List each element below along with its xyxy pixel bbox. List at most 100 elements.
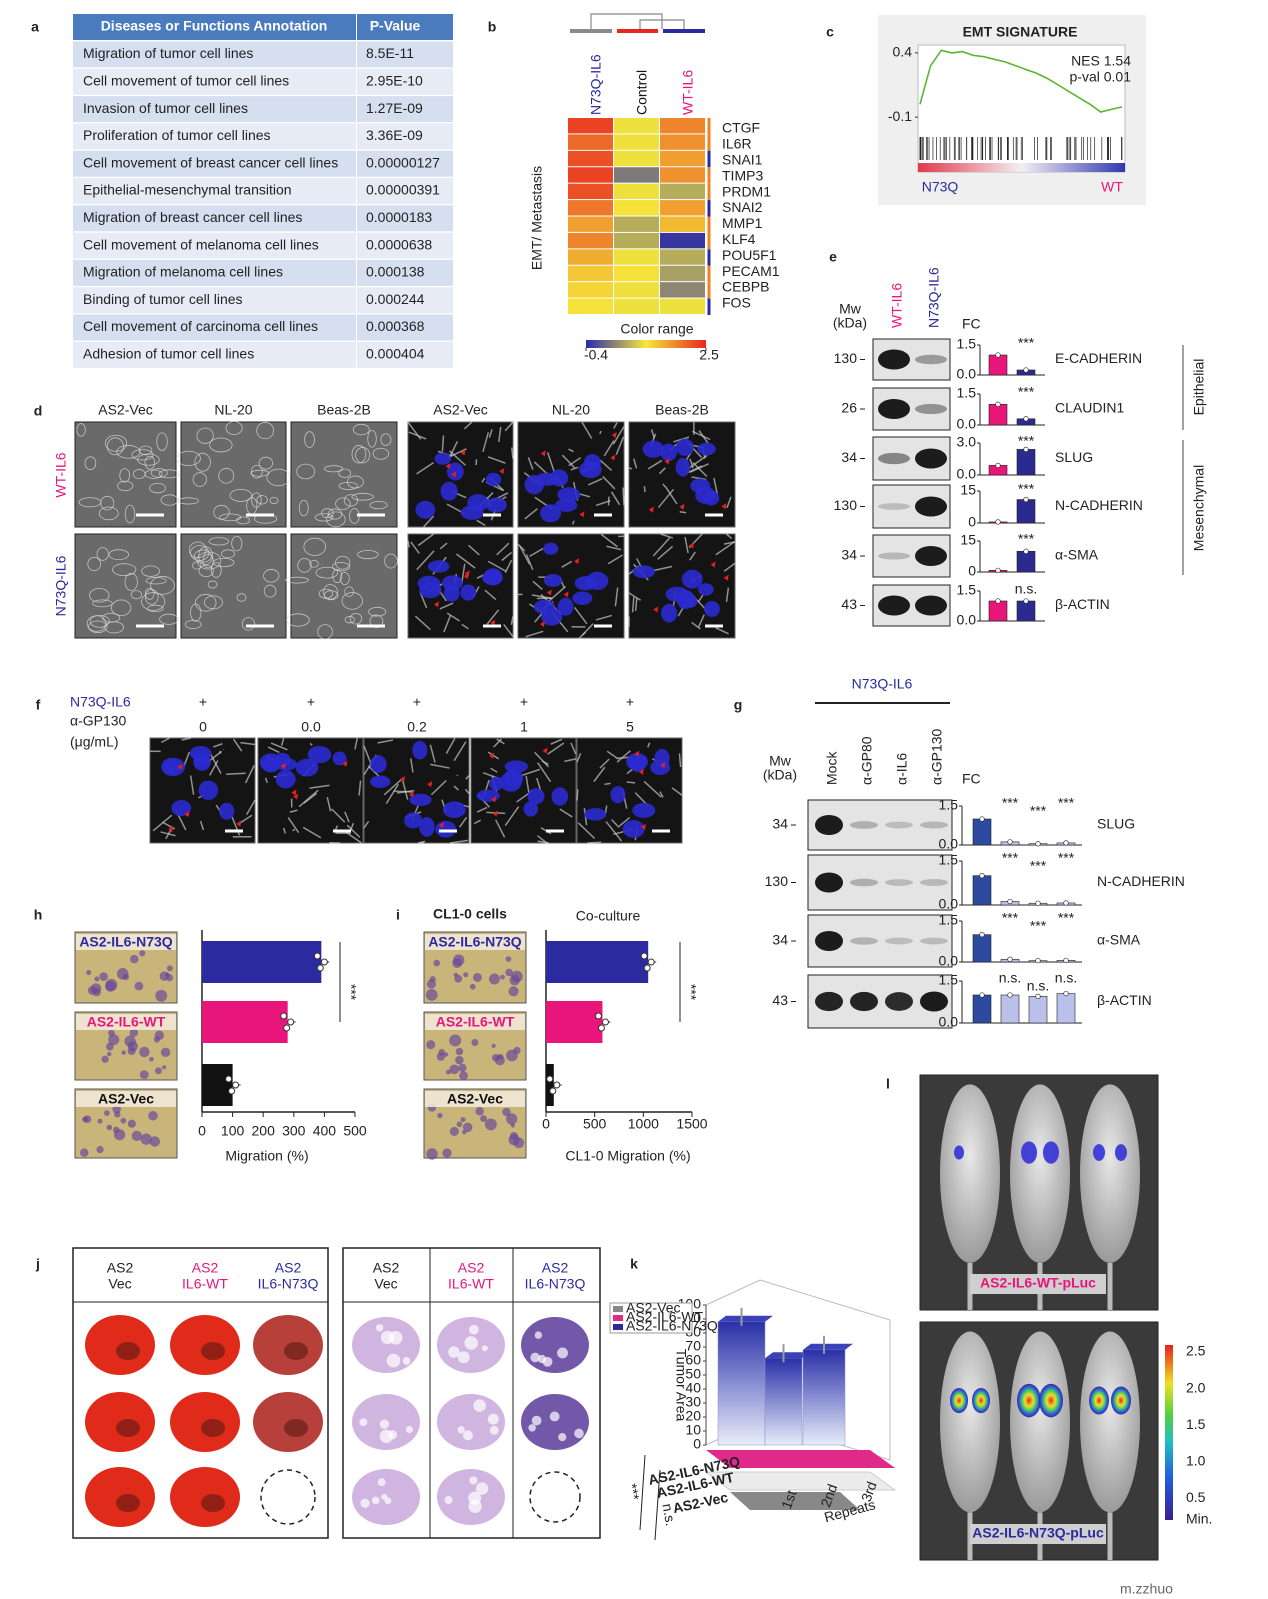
photo-detail	[120, 1117, 127, 1124]
photo-detail	[140, 1133, 152, 1145]
gene-label: SNAI1	[722, 152, 763, 168]
photo-detail	[302, 826, 322, 839]
photo-detail	[650, 429, 656, 439]
photo-detail	[715, 627, 729, 635]
legend-swatch	[613, 1324, 623, 1330]
photo-detail	[139, 1070, 149, 1080]
photo-detail	[176, 450, 201, 466]
arrowhead	[542, 747, 548, 754]
photo-banner	[970, 1274, 1106, 1294]
colorbar	[586, 340, 706, 348]
photo-detail	[449, 839, 469, 844]
photo-detail	[82, 1116, 88, 1123]
lung-detail	[201, 1494, 225, 1512]
lung-detail	[284, 1419, 308, 1437]
panel-title: CL1-0 cells	[433, 906, 507, 922]
arrowhead	[400, 776, 406, 783]
photo-detail	[323, 590, 339, 601]
photo-detail	[111, 599, 132, 617]
photo-detail	[303, 792, 318, 804]
photo-detail	[354, 737, 359, 750]
axis-label: EMT/ Metastasis	[529, 166, 545, 270]
photo-detail	[99, 972, 108, 981]
heatmap-cell	[568, 232, 613, 249]
nucleus	[541, 608, 563, 626]
table-text: Migration of melanoma cell lines	[83, 264, 283, 280]
photo-detail	[134, 981, 144, 991]
heatmap-cell	[660, 118, 705, 134]
photo-detail	[573, 606, 588, 625]
arrowhead	[574, 558, 580, 565]
photo-detail	[105, 978, 118, 991]
photo-detail	[616, 750, 631, 763]
panel-letter: f	[36, 697, 41, 713]
nucleus	[259, 753, 282, 772]
photo-detail	[697, 593, 705, 603]
band	[850, 878, 878, 887]
heatmap-cell	[660, 282, 705, 298]
photo-detail	[344, 616, 355, 624]
photo-detail	[298, 499, 309, 517]
mw-value: 34	[772, 932, 788, 948]
photo-detail	[263, 584, 277, 598]
photo-detail	[231, 535, 243, 552]
repeat-label: 1st	[778, 1488, 799, 1511]
data-point	[1063, 840, 1069, 846]
colorbar-label: Min.	[1186, 1511, 1212, 1527]
photo-detail	[657, 545, 674, 560]
photo-detail	[107, 1051, 112, 1057]
nucleus	[332, 751, 347, 766]
photo-detail	[570, 466, 579, 471]
bar	[546, 1001, 603, 1043]
annotation: p-val 0.01	[1070, 69, 1132, 85]
histology-detail	[473, 1399, 486, 1412]
photo-detail	[505, 956, 512, 962]
x-tick-label: 300	[282, 1123, 306, 1139]
table-text: 0.0000183	[366, 209, 432, 225]
bar-top	[718, 1315, 773, 1322]
luminescence	[1093, 1144, 1105, 1161]
arrowhead	[610, 454, 616, 461]
heatmap-cell	[568, 216, 613, 232]
plus: +	[199, 694, 207, 710]
histology-detail	[360, 1498, 370, 1508]
fc-bar	[972, 875, 992, 906]
photo-detail	[240, 741, 256, 746]
data-point	[601, 1018, 609, 1026]
nucleus	[198, 780, 219, 800]
arrowhead	[640, 823, 646, 830]
photo-detail	[653, 565, 673, 572]
photo-detail	[540, 827, 552, 835]
photo-detail	[349, 612, 363, 625]
column-label: NL-20	[552, 402, 590, 418]
photo-detail	[425, 988, 438, 1001]
bar	[202, 941, 322, 983]
histology-detail	[558, 1433, 567, 1442]
photo-detail	[321, 508, 334, 519]
photo-detail	[678, 753, 682, 768]
photo-detail	[487, 456, 506, 464]
photo-detail	[338, 481, 358, 490]
histology-detail	[528, 1424, 536, 1432]
photo-detail	[407, 540, 410, 548]
photo-detail	[577, 822, 596, 840]
mw-label: Mw	[839, 301, 862, 317]
photo-detail	[194, 452, 211, 472]
panel-letter: g	[734, 697, 743, 713]
photo-detail	[410, 541, 420, 554]
panel-letter: d	[34, 403, 43, 419]
photo-detail	[476, 806, 488, 813]
photo-detail	[525, 630, 544, 638]
photo-detail	[610, 491, 621, 506]
photo-detail	[599, 430, 602, 435]
significance: n.s.	[659, 1502, 679, 1527]
photo-detail	[209, 437, 233, 453]
x-tick-label: 500	[343, 1123, 367, 1139]
arrowhead	[723, 574, 729, 581]
photo-detail	[547, 742, 565, 755]
photo-detail	[282, 827, 287, 834]
column-header: IL6-WT	[448, 1276, 494, 1292]
photo-detail	[417, 840, 426, 844]
photo-detail	[346, 824, 361, 838]
photo-detail	[438, 1048, 446, 1056]
